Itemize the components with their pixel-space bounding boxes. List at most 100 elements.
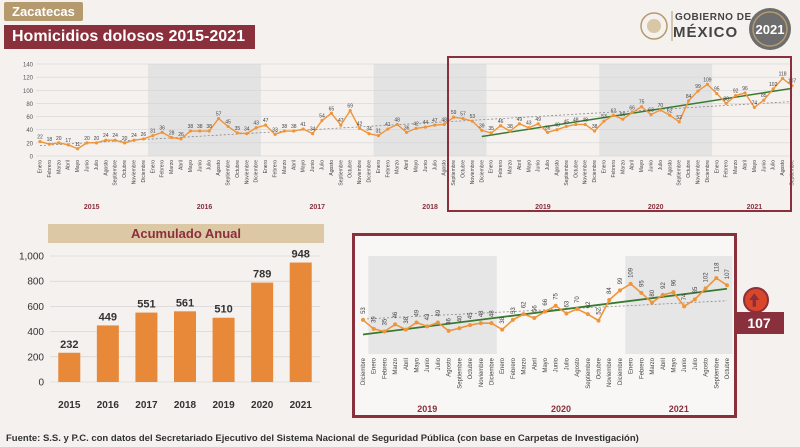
data-point — [703, 286, 708, 291]
year-label: 2016 — [197, 204, 213, 211]
data-label: 24 — [103, 133, 109, 139]
data-point — [521, 312, 526, 317]
data-label: 85 — [693, 286, 699, 293]
data-label: 109 — [703, 77, 712, 83]
monthly-line-chart: 0 20 40 60 80 100 120 140 22 Enero 18 Febrero 20 Marz… — [23, 63, 797, 212]
data-point — [621, 117, 625, 121]
x-tick-label: Agosto — [555, 160, 561, 176]
data-label: 22 — [37, 135, 43, 141]
x-tick-label: 2020 — [251, 400, 274, 411]
x-tick-label: Junio — [554, 357, 560, 372]
x-tick-label: Mayo — [415, 357, 421, 372]
data-label: 53 — [361, 307, 367, 314]
x-tick-label: Junio — [761, 160, 767, 172]
data-label: 109 — [629, 267, 635, 278]
data-point — [677, 120, 681, 124]
data-point — [57, 141, 61, 145]
data-label: 24 — [112, 133, 118, 139]
data-label: 62 — [586, 301, 592, 308]
data-point — [423, 125, 427, 129]
coat-of-arms-icon — [640, 11, 673, 41]
bar-value-label: 789 — [253, 269, 271, 281]
x-tick-label: Noviembre — [607, 357, 613, 387]
x-tick-label: 2017 — [135, 400, 158, 411]
data-label: 34 — [244, 127, 250, 133]
x-tick-label: Octubre — [348, 160, 354, 178]
data-label: 49 — [535, 117, 541, 123]
x-tick-label: Enero — [376, 160, 382, 174]
data-point — [38, 139, 42, 144]
x-tick-label: Septiembre — [677, 160, 683, 186]
data-point — [207, 129, 211, 133]
x-tick-label: Marzo — [733, 160, 739, 174]
data-label: 43 — [425, 313, 431, 320]
data-label: 62 — [611, 108, 617, 114]
data-label: 99 — [618, 277, 624, 284]
data-point — [668, 113, 672, 117]
trend-line-dotted — [39, 101, 793, 146]
data-label: 38 — [188, 124, 194, 130]
data-label: 48 — [441, 117, 447, 123]
data-label: 18 — [47, 137, 53, 143]
data-point — [339, 123, 343, 127]
data-label: 31 — [376, 129, 382, 135]
data-point — [198, 129, 202, 133]
data-point — [470, 119, 474, 123]
data-label: 75 — [639, 100, 645, 106]
year-label: 2018 — [422, 204, 438, 211]
x-tick-label: Julio — [771, 160, 777, 171]
x-tick-label: Octubre — [573, 160, 579, 178]
x-tick-label: 2018 — [174, 400, 197, 411]
data-point — [361, 317, 365, 322]
data-label: 63 — [648, 108, 654, 114]
data-point — [235, 131, 239, 135]
data-label: 74 — [682, 293, 688, 300]
x-tick-label: Noviembre — [357, 160, 363, 184]
data-label: 38 — [291, 124, 297, 130]
x-tick-label: Junio — [536, 160, 542, 172]
data-label: 96 — [671, 279, 677, 286]
data-point — [226, 124, 230, 129]
data-label: 38 — [592, 124, 598, 130]
x-tick-label: Febrero — [47, 160, 53, 178]
data-point — [452, 115, 456, 119]
data-point — [543, 309, 547, 314]
x-tick-label: Septiembre — [338, 160, 344, 186]
data-label: 66 — [629, 106, 635, 112]
data-point — [692, 297, 697, 302]
data-point — [687, 99, 691, 103]
data-label: 118 — [779, 71, 787, 77]
data-point — [282, 129, 286, 133]
x-tick-label: Septiembre — [586, 357, 592, 388]
data-point — [575, 307, 580, 311]
data-label: 35 — [235, 126, 241, 132]
x-tick-label: Marzo — [395, 160, 401, 174]
x-tick-label: Mayo — [75, 160, 81, 172]
x-tick-label: Agosto — [447, 357, 453, 376]
data-point — [151, 134, 155, 138]
data-point — [724, 101, 728, 106]
x-tick-label: Enero — [714, 160, 720, 174]
x-tick-label: Enero — [500, 357, 506, 374]
annual-bar-chart: 0 200 400 600 800 1,000 232 2015 449 2016 551 2017 5… — [19, 249, 320, 411]
data-label: 107 — [788, 79, 797, 85]
data-point — [66, 143, 70, 147]
data-label: 74 — [752, 100, 758, 106]
data-point — [489, 131, 493, 135]
data-point — [292, 129, 296, 133]
data-label: 31 — [150, 129, 156, 135]
x-tick-label: Mayo — [526, 160, 532, 172]
data-point — [553, 303, 558, 308]
data-point — [500, 327, 505, 332]
data-point — [76, 147, 80, 151]
x-tick-label: Agosto — [780, 160, 786, 176]
data-point — [762, 98, 766, 102]
x-tick-label: Diciembre — [489, 357, 495, 385]
data-label: 47 — [263, 118, 269, 124]
x-tick-label: Diciembre — [705, 160, 711, 183]
bar-value-label: 561 — [176, 297, 194, 309]
data-label: 20 — [122, 136, 128, 142]
data-label: 36 — [447, 318, 453, 325]
data-point — [650, 300, 655, 305]
data-label: 43 — [253, 121, 259, 127]
